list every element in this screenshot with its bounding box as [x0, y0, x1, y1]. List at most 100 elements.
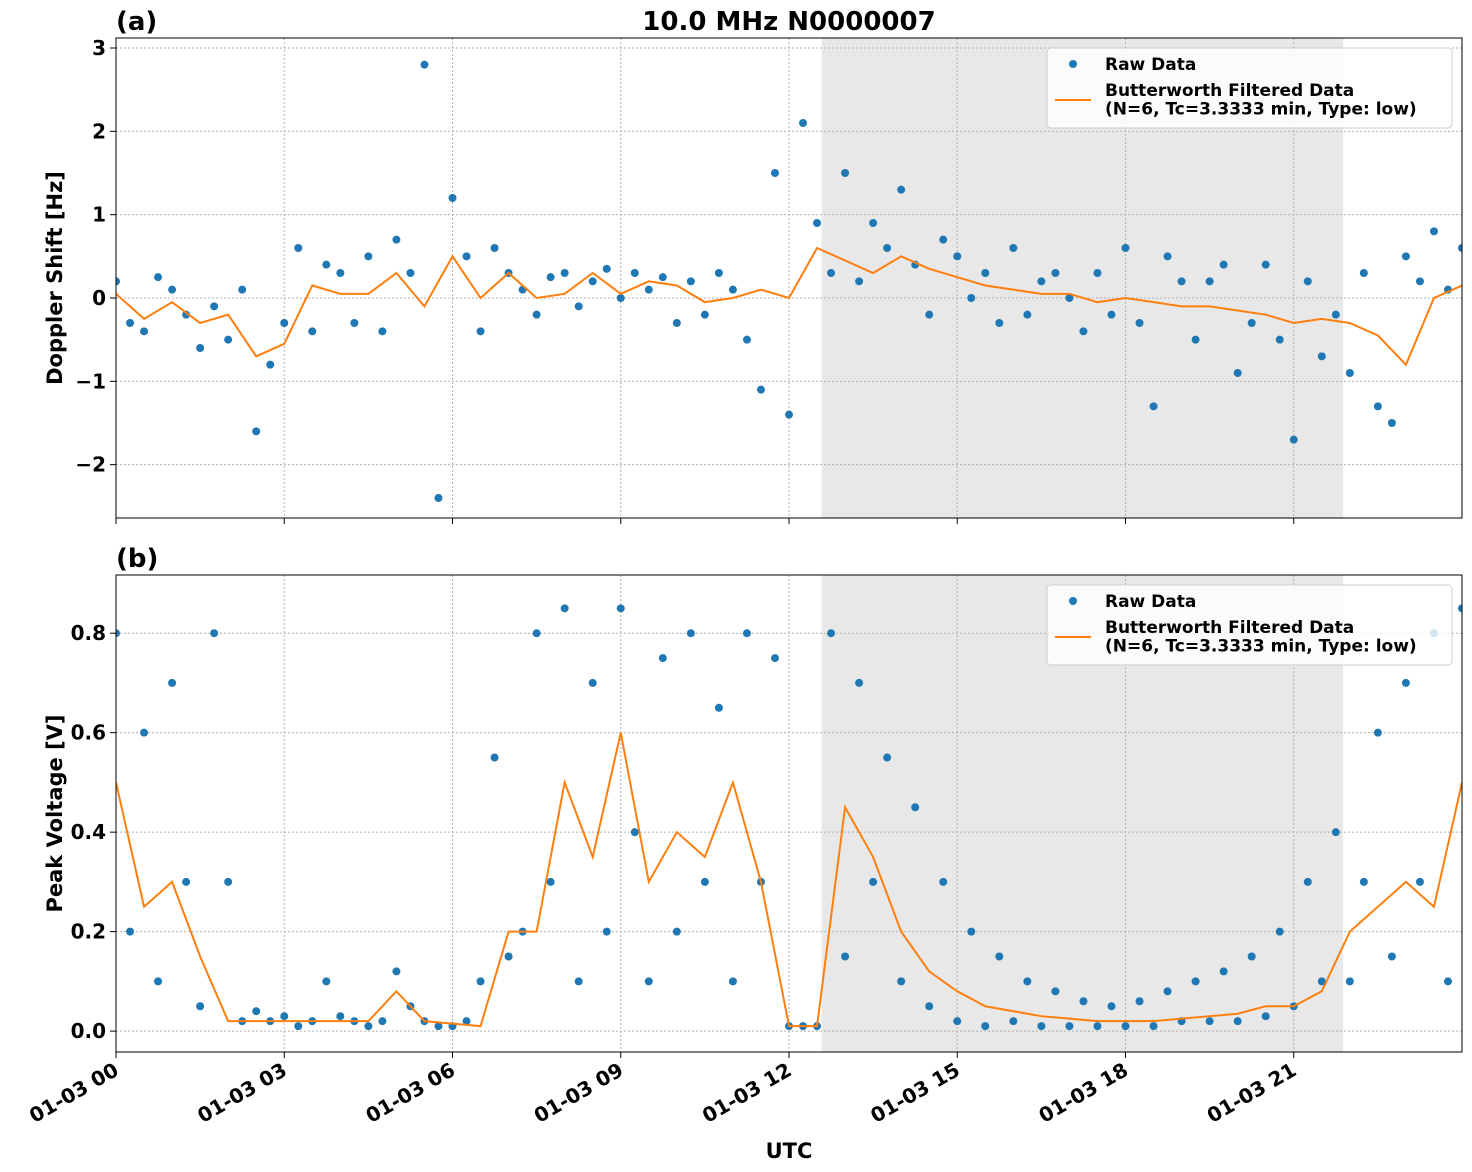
y-axis-label: Peak Voltage [V] [43, 714, 67, 912]
raw-point [210, 302, 219, 311]
raw-point [1149, 402, 1158, 411]
plot-frame [115, 574, 1463, 1053]
raw-point [434, 494, 443, 502]
panel-label: (b) [116, 544, 158, 574]
raw-point [981, 1022, 990, 1031]
raw-point [308, 327, 317, 336]
raw-point [336, 1012, 345, 1021]
raw-point [560, 269, 569, 277]
raw-point [1219, 260, 1228, 269]
raw-point [1247, 319, 1256, 327]
raw-point [602, 264, 611, 273]
raw-point [196, 1002, 205, 1011]
raw-point [742, 335, 751, 344]
y-axis-label: Doppler Shift [Hz] [43, 171, 67, 385]
x-tick-label: 01-03 06 [361, 1058, 459, 1128]
raw-point [953, 252, 962, 261]
raw-point [1191, 335, 1200, 344]
raw-point [490, 244, 499, 252]
raw-point [742, 629, 751, 638]
y-tick-label: 3 [92, 36, 106, 60]
raw-point [476, 327, 485, 336]
raw-point [350, 319, 359, 327]
x-axis-label: UTC [766, 1139, 813, 1163]
plot-area [116, 60, 1462, 502]
raw-point [1458, 244, 1462, 252]
raw-point [1443, 977, 1452, 986]
raw-point [855, 678, 864, 687]
raw-point [672, 319, 681, 327]
raw-point [995, 319, 1004, 327]
raw-point [378, 1017, 387, 1026]
raw-point [1023, 310, 1032, 319]
raw-point [196, 344, 205, 352]
x-tick-label: 01-03 21 [1203, 1058, 1301, 1128]
raw-point [1247, 952, 1256, 961]
legend-box [1046, 47, 1453, 129]
raw-point [995, 952, 1004, 961]
raw-point [967, 294, 976, 302]
y-tick-label: 0.2 [71, 920, 106, 944]
raw-point [546, 877, 555, 886]
y-tick-label: 0.6 [71, 721, 106, 745]
raw-point [126, 319, 135, 327]
raw-point [490, 753, 499, 762]
raw-point [154, 273, 163, 282]
raw-point [1149, 1022, 1158, 1031]
x-tick-label: 01-03 00 [25, 1058, 123, 1128]
raw-point [1093, 1022, 1102, 1031]
x-tick-label: 01-03 18 [1034, 1058, 1132, 1128]
raw-point [1303, 877, 1312, 886]
raw-point [1065, 1022, 1074, 1031]
y-tick-label: 2 [92, 119, 106, 143]
raw-point [182, 310, 191, 319]
raw-point [799, 119, 808, 127]
legend-label: Butterworth Filtered Data (N=6, Tc=3.3333… [1105, 618, 1417, 657]
raw-point [869, 219, 878, 227]
raw-point [1415, 277, 1424, 286]
raw-point [869, 877, 878, 886]
raw-point [238, 285, 247, 294]
raw-point [126, 927, 135, 936]
raw-point [224, 877, 233, 886]
raw-point [140, 327, 149, 336]
panel-label: (a) [116, 7, 157, 37]
raw-point [1037, 1022, 1046, 1031]
raw-point [728, 977, 737, 986]
raw-point [1415, 877, 1424, 886]
raw-point [1079, 327, 1088, 336]
y-tick-label: 1 [92, 203, 106, 227]
raw-point [140, 728, 149, 737]
raw-point [280, 1012, 289, 1021]
raw-point [210, 629, 219, 638]
raw-point [686, 277, 695, 286]
raw-point [770, 169, 779, 177]
raw-point [322, 260, 331, 269]
raw-point [1331, 310, 1340, 319]
raw-point [1233, 1017, 1242, 1026]
raw-point [714, 703, 723, 712]
raw-point [1458, 604, 1462, 613]
raw-point [1163, 252, 1172, 261]
raw-point [785, 410, 793, 419]
raw-point [280, 319, 289, 327]
raw-point [392, 967, 401, 976]
raw-point [1051, 987, 1060, 996]
filtered-line [116, 246, 1462, 367]
y-tick-label: 0 [92, 286, 106, 310]
raw-point [1317, 352, 1326, 361]
raw-point [504, 952, 513, 961]
plot-area [116, 604, 1462, 1031]
raw-point [1065, 294, 1074, 302]
raw-point [378, 327, 387, 336]
chart-title: 10.0 MHz N0000007 [642, 7, 935, 37]
raw-point [883, 753, 892, 762]
raw-point [855, 277, 864, 286]
raw-point [981, 269, 990, 277]
legend-marker [1069, 60, 1077, 68]
raw-point [462, 1017, 471, 1026]
raw-point [756, 385, 765, 394]
raw-point [1135, 319, 1144, 327]
filtered-line [116, 732, 1462, 1028]
raw-point [1121, 1022, 1130, 1031]
